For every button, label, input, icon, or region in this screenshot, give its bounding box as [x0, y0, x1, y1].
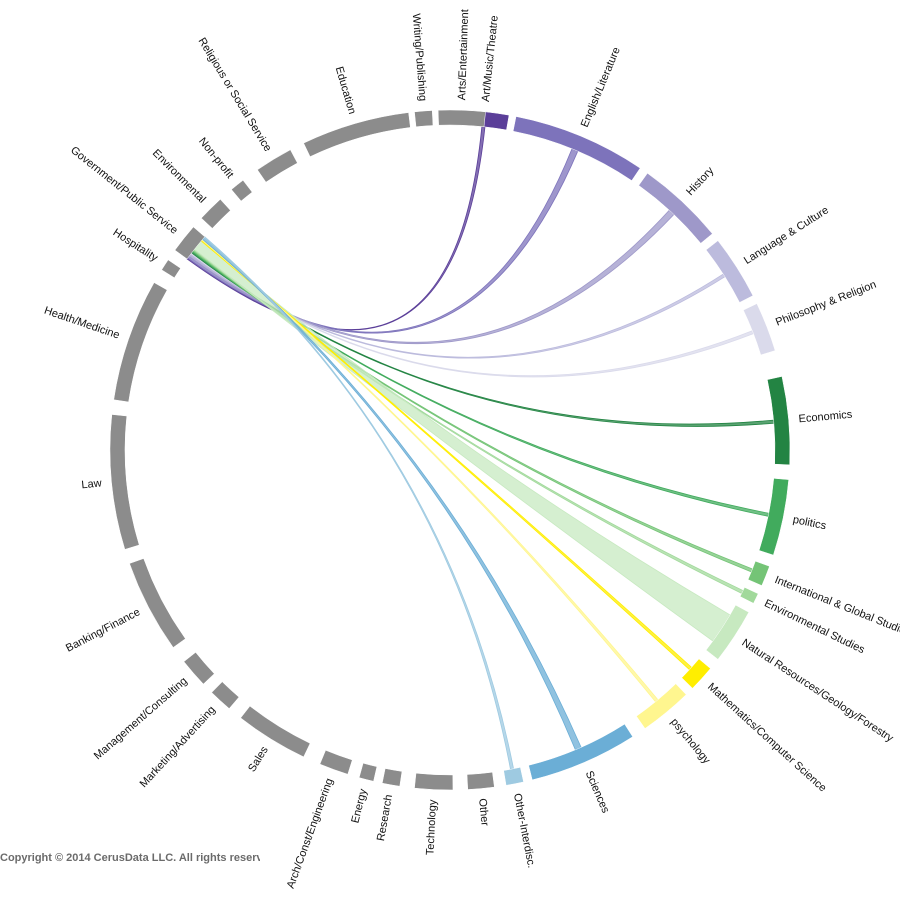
- label-other-interdisc: Other-Interdisc.: [511, 792, 537, 869]
- arc-non-profit[interactable]: [231, 179, 253, 202]
- arc-language-culture[interactable]: [705, 240, 754, 303]
- arc-environmental[interactable]: [200, 198, 231, 229]
- label-english-literature: English/Literature: [579, 45, 623, 129]
- arc-arch-const-engineering[interactable]: [319, 749, 353, 775]
- label-sales: Sales: [246, 744, 271, 774]
- arc-marketing-advertising[interactable]: [211, 681, 240, 709]
- arc-sciences[interactable]: [528, 723, 634, 781]
- label-philosophy-religion: Philosophy & Religion: [774, 279, 878, 329]
- arc-international-global-studies[interactable]: [747, 560, 770, 586]
- label-other: Other: [476, 798, 490, 827]
- arc-banking-finance[interactable]: [129, 558, 186, 648]
- arc-religious-or-social-service[interactable]: [257, 149, 298, 183]
- label-energy: Energy: [349, 787, 369, 824]
- arc-mathematics-computer-science[interactable]: [681, 658, 711, 689]
- label-arch-const-engineering: Arch/Const/Engineering: [285, 777, 336, 890]
- label-sciences: Sciences: [583, 769, 612, 815]
- label-psychology: psychology: [668, 716, 713, 766]
- label-religious-or-social-service: Religious or Social Service: [196, 36, 274, 154]
- category-arcs: [109, 109, 791, 791]
- arc-english-literature[interactable]: [512, 116, 641, 181]
- label-law: Law: [81, 477, 102, 491]
- arc-writing-publishing[interactable]: [414, 110, 434, 128]
- label-writing-publishing: Writing/Publishing: [410, 13, 429, 102]
- arc-politics[interactable]: [758, 478, 789, 556]
- label-banking-finance: Banking/Finance: [64, 606, 142, 654]
- arc-economics[interactable]: [766, 376, 791, 466]
- ribbon-other-interdisc: [203, 236, 515, 770]
- label-research: Research: [375, 794, 395, 842]
- arc-sales[interactable]: [240, 705, 311, 758]
- copyright-text: Copyright © 2014 CerusData LLC. All righ…: [0, 852, 260, 864]
- ribbon-natural-resources-geology-forestry: [193, 240, 731, 642]
- arc-psychology[interactable]: [636, 683, 687, 729]
- label-international-global-studies: International & Global Studies: [773, 574, 900, 639]
- arc-law[interactable]: [109, 414, 140, 550]
- arc-other[interactable]: [466, 771, 495, 790]
- arc-other-interdisc[interactable]: [503, 766, 524, 786]
- label-art-music-theatre: Art/Music/Theatre: [480, 15, 501, 103]
- label-technology: Technology: [424, 799, 439, 856]
- label-arts-entertainment: Arts/Entertainment: [456, 9, 471, 100]
- arc-environmental-studies[interactable]: [739, 587, 759, 604]
- arc-hospitality[interactable]: [161, 259, 181, 279]
- ribbon-english-literature: [187, 148, 579, 334]
- arc-education[interactable]: [303, 112, 411, 157]
- label-non-profit: Non-profit: [196, 136, 236, 181]
- label-politics: politics: [792, 514, 828, 533]
- arc-technology[interactable]: [414, 772, 454, 791]
- arc-management-consulting[interactable]: [183, 651, 215, 685]
- label-language-culture: Language & Culture: [742, 204, 831, 267]
- arc-research[interactable]: [381, 768, 403, 787]
- arc-history[interactable]: [638, 172, 713, 244]
- arc-philosophy-religion[interactable]: [743, 303, 776, 356]
- label-environmental: Environmental: [150, 147, 208, 205]
- label-mathematics-computer-science: Mathematics/Computer Science: [705, 681, 828, 795]
- label-hospitality: Hospitality: [111, 227, 161, 265]
- label-history: History: [684, 164, 716, 198]
- arc-health-medicine[interactable]: [113, 282, 168, 403]
- ribbon-economics: [191, 251, 775, 427]
- arc-energy[interactable]: [358, 762, 378, 782]
- label-health-medicine: Health/Medicine: [43, 305, 121, 342]
- label-economics: Economics: [798, 409, 853, 426]
- arc-natural-resources-geology-forestry[interactable]: [705, 604, 750, 660]
- label-education: Education: [333, 65, 358, 115]
- arc-arts-entertainment[interactable]: [437, 109, 486, 128]
- arc-government-public-service[interactable]: [174, 226, 206, 260]
- ribbon-history: [188, 209, 675, 345]
- ribbon-art-music-theatre: [186, 126, 486, 331]
